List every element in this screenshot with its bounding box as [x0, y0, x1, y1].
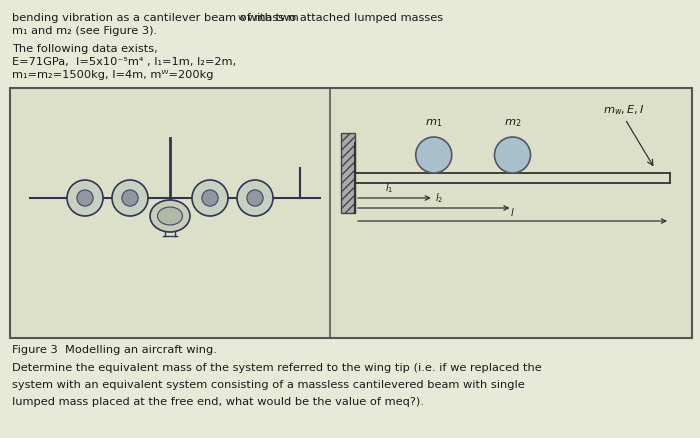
Text: $l$: $l$: [510, 206, 514, 218]
Text: system with an equivalent system consisting of a massless cantilevered beam with: system with an equivalent system consist…: [12, 380, 525, 390]
Text: lumped mass placed at the free end, what would be the value of meq?).: lumped mass placed at the free end, what…: [12, 397, 424, 407]
Circle shape: [122, 190, 138, 206]
Text: Determine the equivalent mass of the system referred to the wing tip (i.e. if we: Determine the equivalent mass of the sys…: [12, 363, 542, 373]
Text: with two attached lumped masses: with two attached lumped masses: [244, 13, 442, 23]
Bar: [341, 133, 355, 213]
Text: $m_1$: $m_1$: [425, 117, 442, 129]
Circle shape: [202, 190, 218, 206]
Text: m₁=m₂=1500kg, l=4m, mᵂ=200kg: m₁=m₂=1500kg, l=4m, mᵂ=200kg: [12, 70, 214, 80]
Circle shape: [237, 180, 273, 216]
Ellipse shape: [150, 200, 190, 232]
Text: $m_w, E, I$: $m_w, E, I$: [603, 103, 645, 117]
Circle shape: [67, 180, 103, 216]
Circle shape: [247, 190, 263, 206]
Text: $m_2$: $m_2$: [504, 117, 522, 129]
Text: m₁ and m₂ (see Figure 3).: m₁ and m₂ (see Figure 3).: [12, 26, 157, 36]
Circle shape: [416, 137, 452, 173]
Text: bending vibration as a cantilever beam of mass m: bending vibration as a cantilever beam o…: [12, 13, 299, 23]
Circle shape: [112, 180, 148, 216]
Text: $l_2$: $l_2$: [435, 191, 443, 205]
Ellipse shape: [158, 207, 183, 225]
Circle shape: [77, 190, 93, 206]
Text: Figure 3  Modelling an aircraft wing.: Figure 3 Modelling an aircraft wing.: [12, 345, 217, 355]
Text: The following data exists,: The following data exists,: [12, 44, 158, 54]
Text: $l_1$: $l_1$: [385, 181, 393, 195]
Text: E=71GPa,  I=5x10⁻⁵m⁴ , l₁=1m, l₂=2m,: E=71GPa, I=5x10⁻⁵m⁴ , l₁=1m, l₂=2m,: [12, 57, 236, 67]
Bar: [10, 88, 692, 338]
Text: w: w: [237, 13, 245, 22]
Circle shape: [494, 137, 531, 173]
Circle shape: [192, 180, 228, 216]
